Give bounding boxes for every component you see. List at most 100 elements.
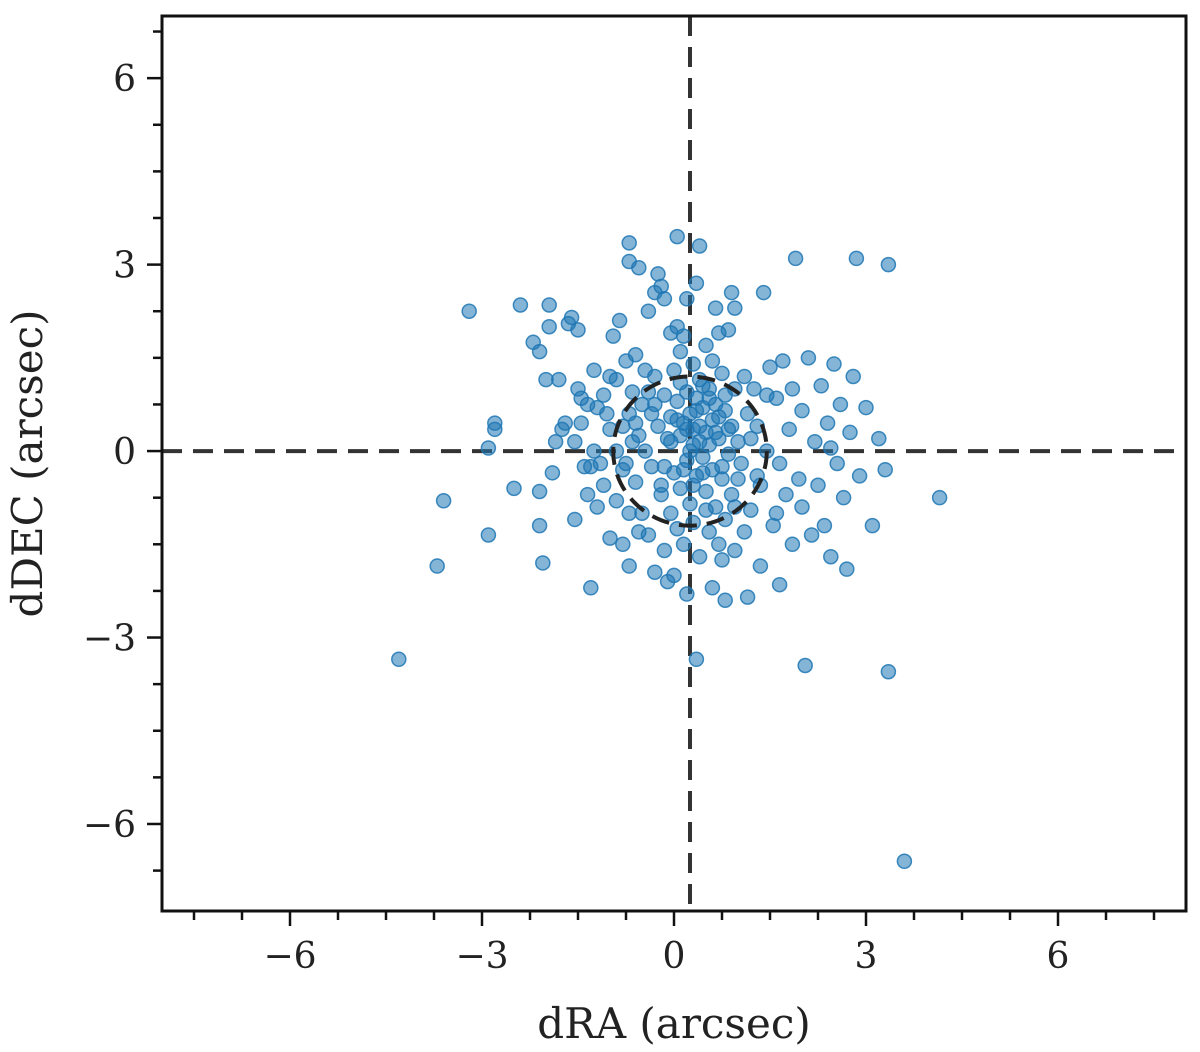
data-point — [391, 651, 407, 668]
data-point — [621, 505, 637, 521]
data-point — [803, 527, 820, 543]
data-point — [704, 353, 721, 369]
data-point — [714, 365, 730, 382]
data-point — [743, 430, 759, 447]
data-point — [567, 511, 583, 528]
data-point — [832, 396, 849, 413]
data-point — [829, 455, 845, 472]
data-point — [727, 300, 743, 316]
data-point — [877, 461, 893, 478]
data-point — [663, 505, 679, 521]
data-point — [599, 406, 615, 422]
x-tick-label: −3 — [455, 936, 508, 977]
data-point — [621, 235, 637, 251]
data-point — [711, 536, 727, 553]
data-point — [627, 346, 644, 363]
data-point — [669, 412, 685, 428]
data-point — [608, 493, 625, 509]
data-point — [707, 300, 724, 316]
data-point — [656, 458, 673, 475]
data-point — [727, 542, 743, 559]
data-point — [685, 356, 701, 372]
data-point — [602, 530, 618, 546]
data-point — [733, 455, 749, 472]
data-point — [759, 387, 775, 403]
data-point — [698, 502, 714, 518]
y-axis-title: dDEC (arcsec) — [3, 309, 52, 617]
data-point — [650, 418, 666, 434]
data-point — [627, 415, 644, 431]
data-point — [701, 524, 717, 540]
data-point — [679, 586, 695, 602]
data-point — [743, 502, 759, 518]
data-point — [672, 480, 689, 497]
data-point — [647, 564, 663, 581]
data-point — [720, 446, 737, 462]
data-point — [643, 458, 660, 475]
data-point — [595, 387, 612, 403]
data-point — [538, 371, 554, 388]
data-point — [848, 250, 865, 267]
data-point — [691, 548, 708, 565]
data-point — [656, 387, 673, 403]
data-point — [845, 368, 861, 385]
data-point — [544, 465, 561, 481]
data-point — [691, 433, 708, 450]
data-point — [835, 489, 852, 506]
data-point — [589, 499, 605, 515]
data-point — [691, 238, 708, 254]
data-point — [695, 449, 711, 466]
data-point — [429, 558, 445, 574]
data-point — [771, 576, 788, 593]
data-point — [608, 371, 625, 388]
data-point — [797, 657, 813, 674]
data-point — [583, 580, 599, 596]
data-point — [704, 580, 721, 596]
data-point — [711, 409, 727, 425]
data-point — [512, 297, 529, 313]
x-tick-label: 0 — [663, 936, 686, 977]
data-point — [787, 250, 804, 267]
data-point — [823, 548, 839, 565]
data-point — [461, 303, 477, 319]
data-point — [794, 402, 810, 419]
data-point — [547, 433, 564, 450]
data-point — [781, 421, 797, 438]
data-point — [752, 558, 769, 574]
x-axis-title: dRA (arcsec) — [537, 999, 811, 1048]
data-point — [819, 415, 836, 431]
data-point — [931, 489, 948, 506]
data-point — [816, 517, 833, 534]
data-point — [688, 651, 705, 668]
data-point — [541, 319, 557, 335]
data-point — [611, 312, 628, 329]
data-point — [791, 471, 807, 487]
y-tick-label: −3 — [83, 619, 136, 660]
data-point — [647, 396, 663, 413]
data-point — [714, 458, 730, 475]
data-point — [871, 430, 887, 447]
data-point — [698, 483, 714, 500]
data-point — [605, 328, 621, 344]
data-point — [739, 589, 756, 605]
data-point — [707, 424, 724, 441]
data-point — [675, 328, 692, 344]
data-point — [656, 291, 673, 307]
data-point — [717, 592, 733, 608]
data-point — [688, 402, 705, 419]
data-point — [826, 356, 842, 372]
data-point — [487, 415, 503, 431]
data-point — [637, 443, 653, 459]
data-point — [682, 443, 698, 459]
data-point — [823, 440, 839, 456]
data-point — [672, 343, 689, 360]
data-point — [778, 486, 794, 503]
data-point — [531, 343, 548, 360]
data-points — [391, 228, 948, 870]
data-point — [720, 322, 737, 338]
data-point — [807, 433, 823, 450]
data-point — [880, 256, 897, 273]
data-point — [586, 443, 602, 459]
y-tick-labels: −6 −3 0 3 6 — [83, 59, 136, 846]
